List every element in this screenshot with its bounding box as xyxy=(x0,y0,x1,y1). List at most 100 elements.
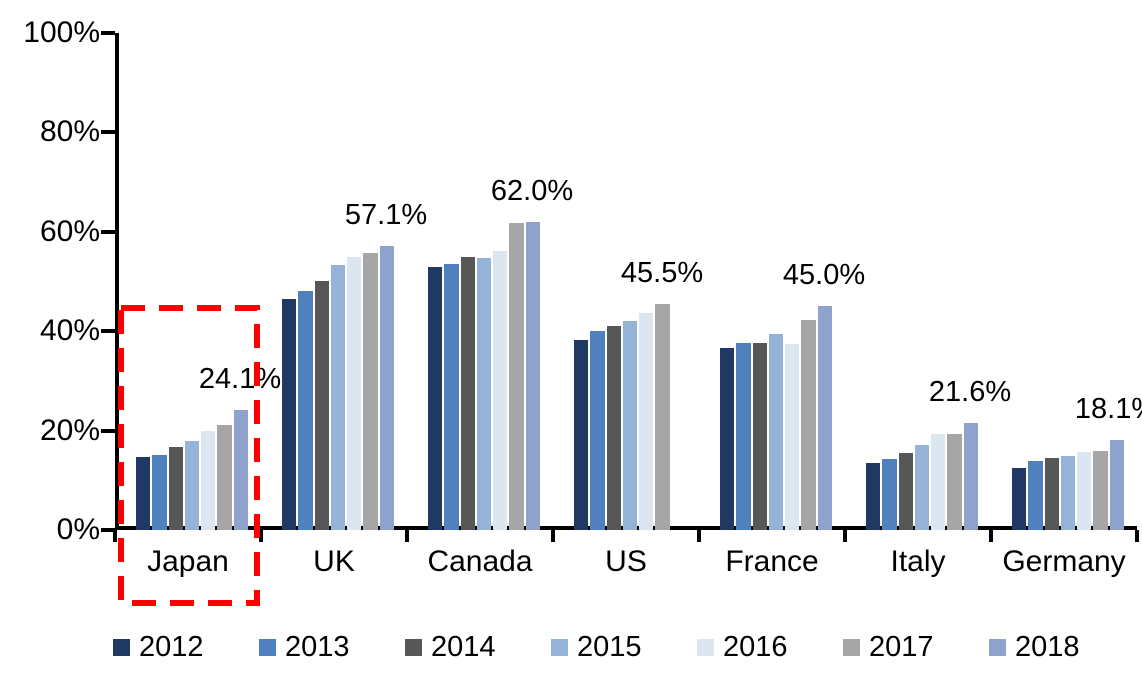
bars-us xyxy=(574,33,686,530)
plot-area: 24.1% 57.1% 62.0% 45.5% 45.0% 21.6% 18.1% xyxy=(115,33,1142,530)
bar-japan-2013 xyxy=(152,455,167,530)
x-axis-tick-mark xyxy=(259,530,263,542)
bar-us-2016 xyxy=(639,313,654,530)
bar-canada-2016 xyxy=(493,251,508,530)
bar-japan-2012 xyxy=(136,457,151,530)
y-axis-tick-mark xyxy=(101,329,115,334)
bar-italy-2016 xyxy=(931,434,946,530)
data-label-us: 45.5% xyxy=(620,256,704,289)
bar-germany-2012 xyxy=(1012,468,1027,530)
x-axis-label-germany: Germany xyxy=(1002,545,1126,578)
legend-item-2017: 2017 xyxy=(843,631,989,663)
bar-canada-2012 xyxy=(428,267,443,530)
x-axis-tick-mark xyxy=(1135,530,1139,542)
bar-group-uk: 57.1% xyxy=(265,33,427,530)
legend-swatch-2015 xyxy=(551,638,568,656)
bar-canada-2017 xyxy=(509,223,524,530)
bars-canada xyxy=(428,33,540,530)
bar-uk-2016 xyxy=(347,257,362,530)
bar-france-2013 xyxy=(736,343,751,530)
legend-label-2018: 2018 xyxy=(1015,631,1080,663)
legend-swatch-2014 xyxy=(405,638,422,656)
bar-uk-2013 xyxy=(298,291,313,530)
bar-italy-2015 xyxy=(914,445,930,530)
bar-uk-2012 xyxy=(282,299,297,530)
bar-japan-2015 xyxy=(184,441,200,530)
bar-group-us: 45.5% xyxy=(557,33,703,530)
bar-france-2012 xyxy=(720,348,735,530)
bar-us-2013 xyxy=(590,331,605,530)
bar-canada-2013 xyxy=(444,264,459,530)
y-axis-tick-mark xyxy=(101,130,115,135)
bar-france-2017 xyxy=(801,320,816,530)
y-axis-tick-label: 0% xyxy=(56,513,100,546)
data-label-uk: 57.1% xyxy=(344,199,428,232)
bars-germany xyxy=(1012,33,1124,530)
bar-germany-2018 xyxy=(1109,440,1124,530)
bar-canada-2018 xyxy=(525,222,540,530)
x-axis-label-japan: Japan xyxy=(147,545,229,578)
x-axis-label-italy: Italy xyxy=(890,545,946,578)
y-axis-tick-mark xyxy=(101,31,115,35)
y-axis-tick-mark xyxy=(101,229,115,234)
y-axis-tick-mark xyxy=(101,428,115,433)
legend-label-2017: 2017 xyxy=(869,631,934,663)
bar-germany-2017 xyxy=(1093,451,1108,530)
bar-japan-2016 xyxy=(201,431,216,530)
data-label-canada: 62.0% xyxy=(490,174,574,207)
bars-uk xyxy=(282,33,394,530)
y-axis-tick-mark xyxy=(101,528,115,532)
x-axis-tick-mark xyxy=(405,530,409,542)
bar-france-2015 xyxy=(768,334,784,530)
bar-germany-2014 xyxy=(1044,458,1059,530)
legend-label-2013: 2013 xyxy=(285,631,350,663)
data-label-germany: 18.1% xyxy=(1074,393,1142,426)
x-axis-label-us: US xyxy=(605,545,647,578)
bar-canada-2014 xyxy=(460,257,475,530)
bar-france-2014 xyxy=(752,343,767,530)
legend-item-2013: 2013 xyxy=(259,631,405,663)
bar-us-2017 xyxy=(655,304,670,530)
legend-label-2012: 2012 xyxy=(139,631,204,663)
y-axis-tick-label: 40% xyxy=(39,314,100,348)
x-axis-tick-mark xyxy=(113,530,117,542)
legend-swatch-2016 xyxy=(697,638,714,656)
x-axis-tick-mark xyxy=(551,530,555,542)
legend-item-2015: 2015 xyxy=(551,631,697,663)
y-axis-tick-label: 60% xyxy=(39,214,100,248)
bar-uk-2014 xyxy=(314,281,329,530)
legend-swatch-2017 xyxy=(843,638,860,656)
bar-uk-2018 xyxy=(379,246,394,530)
y-axis-tick-label: 80% xyxy=(39,115,100,149)
legend-swatch-2018 xyxy=(989,638,1006,656)
x-axis-tick-mark xyxy=(697,530,701,542)
legend-label-2014: 2014 xyxy=(431,631,496,663)
y-axis-tick-label: 20% xyxy=(39,413,100,447)
bar-italy-2017 xyxy=(947,434,962,530)
legend-item-2012: 2012 xyxy=(113,631,259,663)
bar-us-2014 xyxy=(606,326,621,530)
data-label-italy: 21.6% xyxy=(928,375,1012,408)
bar-japan-2014 xyxy=(168,447,183,530)
bar-italy-2012 xyxy=(866,463,881,530)
bar-group-germany: 18.1% xyxy=(995,33,1142,530)
bar-germany-2016 xyxy=(1077,452,1092,530)
x-axis-tick-mark xyxy=(843,530,847,542)
bar-us-2015 xyxy=(622,321,638,530)
bar-germany-2015 xyxy=(1060,456,1076,530)
bar-italy-2018 xyxy=(963,423,978,530)
bars-italy xyxy=(866,33,978,530)
bar-germany-2013 xyxy=(1028,461,1043,530)
bar-uk-2017 xyxy=(363,253,378,530)
bar-group-canada: 62.0% xyxy=(411,33,573,530)
bar-italy-2013 xyxy=(882,459,897,530)
bar-us-2012 xyxy=(574,340,589,530)
legend: 2012 2013 2014 2015 2016 2017 2018 xyxy=(113,631,1135,663)
bar-japan-2018 xyxy=(233,410,248,530)
bar-france-2016 xyxy=(785,344,800,530)
y-axis-tick-label: 100% xyxy=(23,16,100,49)
x-axis-tick-mark xyxy=(989,530,993,542)
legend-item-2014: 2014 xyxy=(405,631,551,663)
legend-item-2016: 2016 xyxy=(697,631,843,663)
bar-uk-2015 xyxy=(330,265,346,530)
